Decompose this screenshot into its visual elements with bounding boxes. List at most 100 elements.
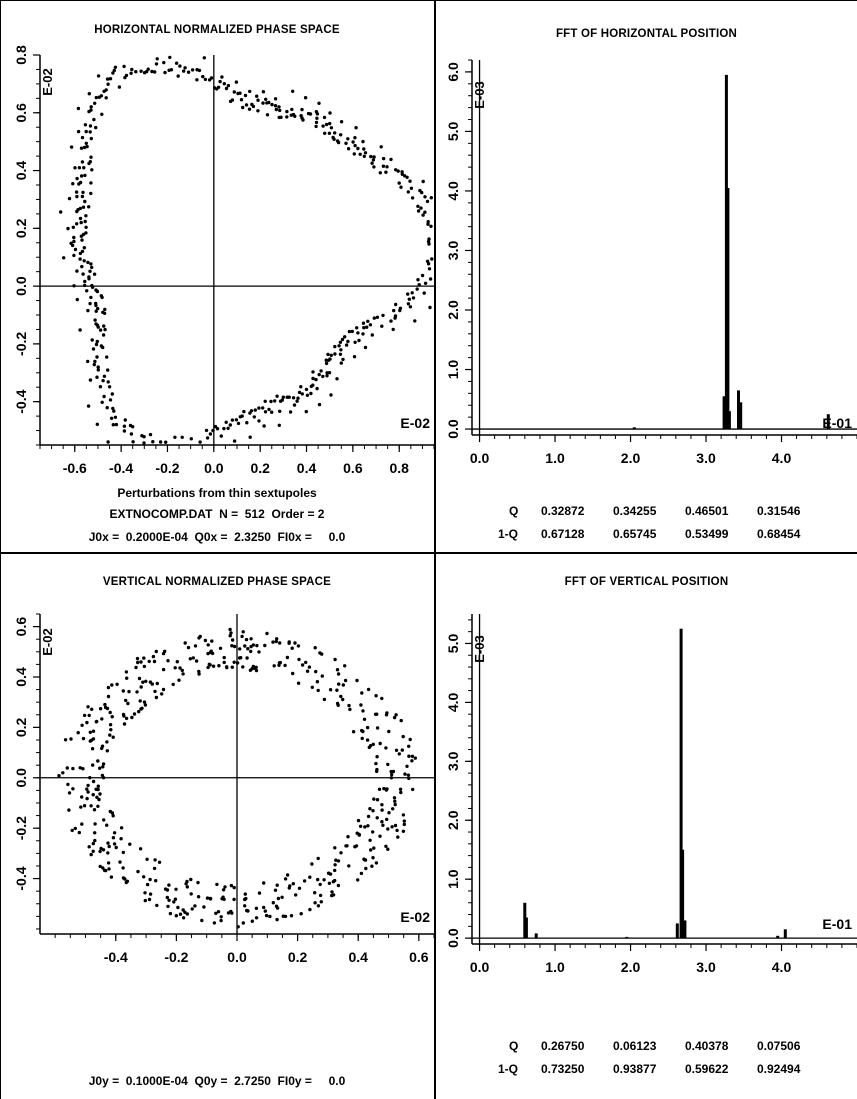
phase-point <box>196 895 201 899</box>
phase-point <box>95 289 100 294</box>
phase-point <box>386 847 390 851</box>
fft-peak <box>523 902 527 939</box>
phase-point <box>277 423 281 427</box>
phase-point <box>106 685 111 690</box>
phase-point <box>360 736 364 741</box>
phase-point <box>138 699 142 703</box>
phase-point <box>166 659 170 663</box>
phase-point <box>403 772 407 776</box>
phase-point <box>197 669 201 674</box>
phase-point <box>232 644 237 649</box>
q-row-value: 0.68454 <box>757 527 801 541</box>
phase-point <box>88 378 93 382</box>
horizontal-divider <box>0 552 857 554</box>
phase-point <box>409 186 414 190</box>
horizontal-initial-conditions: J0x = 0.2000E-04 Q0x = 2.3250 FI0x = 0.0 <box>88 530 346 544</box>
phase-point <box>112 68 117 73</box>
phase-point <box>281 395 285 399</box>
phase-point <box>215 427 220 431</box>
phase-point <box>154 62 159 66</box>
phase-point <box>165 895 169 900</box>
phase-point <box>224 420 228 424</box>
phase-point <box>103 327 107 332</box>
phase-point <box>239 98 244 102</box>
phase-point <box>75 269 79 273</box>
phase-point <box>232 897 236 902</box>
phase-point <box>243 644 247 648</box>
phase-point <box>151 440 155 444</box>
phase-point <box>216 910 221 914</box>
phase-point <box>319 369 323 373</box>
phase-point <box>234 80 239 84</box>
phase-point <box>143 703 148 707</box>
phase-point <box>426 220 430 224</box>
phase-point <box>363 345 368 350</box>
phase-point <box>105 823 109 827</box>
x-tick-label: 0.2 <box>288 949 308 965</box>
phase-point <box>178 666 182 670</box>
phase-point <box>311 383 315 387</box>
phase-point <box>375 769 379 774</box>
phase-point <box>111 423 116 427</box>
phase-point <box>90 265 94 270</box>
phase-point <box>392 308 396 313</box>
phase-point <box>318 893 323 898</box>
phase-point <box>272 664 276 668</box>
phase-point <box>161 667 166 672</box>
y-tick-label: 0.2 <box>13 218 29 238</box>
y-tick-label: 0.6 <box>13 617 29 637</box>
phase-point <box>129 432 134 436</box>
phase-point <box>371 158 376 162</box>
phase-point <box>308 875 312 879</box>
phase-point <box>102 394 106 399</box>
phase-point <box>250 102 254 107</box>
phase-point <box>210 639 214 643</box>
phase-point <box>180 668 184 673</box>
phase-point <box>94 95 99 100</box>
phase-point <box>255 94 259 98</box>
x-tick-label: 0.4 <box>297 460 317 476</box>
phase-point <box>263 399 267 403</box>
phase-point <box>163 70 167 75</box>
phase-point <box>79 220 83 225</box>
phase-point <box>364 866 368 871</box>
x-tick-label: 3.0 <box>696 450 716 466</box>
phase-point <box>125 676 129 680</box>
phase-point <box>416 278 420 282</box>
phase-point <box>186 645 191 650</box>
phase-point <box>243 904 247 908</box>
phase-point <box>310 685 314 689</box>
phase-point <box>84 225 88 229</box>
phase-point <box>314 120 319 125</box>
phase-point <box>81 205 86 209</box>
phase-point <box>390 825 394 829</box>
y-tick-label: 0.0 <box>13 768 29 788</box>
phase-point <box>283 877 288 881</box>
phase-point <box>397 181 401 185</box>
phase-point <box>85 787 89 791</box>
phase-point <box>73 247 78 252</box>
phase-point <box>427 267 432 271</box>
phase-point <box>278 108 282 113</box>
phase-point <box>129 71 133 76</box>
phase-point <box>208 663 212 667</box>
phase-point <box>127 689 131 694</box>
phase-point <box>264 97 268 102</box>
phase-point <box>102 324 106 328</box>
phase-point <box>72 239 76 244</box>
phase-point <box>107 867 111 871</box>
phase-point <box>372 165 376 169</box>
phase-point <box>85 144 89 149</box>
fft-peak <box>737 390 740 430</box>
phase-point <box>361 332 365 336</box>
phase-point <box>71 182 75 186</box>
phase-point <box>356 146 360 151</box>
phase-point <box>100 773 105 778</box>
phase-point <box>291 396 296 400</box>
phase-point <box>95 795 99 799</box>
phase-point <box>363 151 368 155</box>
phase-point <box>76 129 81 134</box>
phase-point <box>240 634 244 639</box>
phase-point <box>378 171 382 175</box>
phase-point <box>121 712 126 717</box>
